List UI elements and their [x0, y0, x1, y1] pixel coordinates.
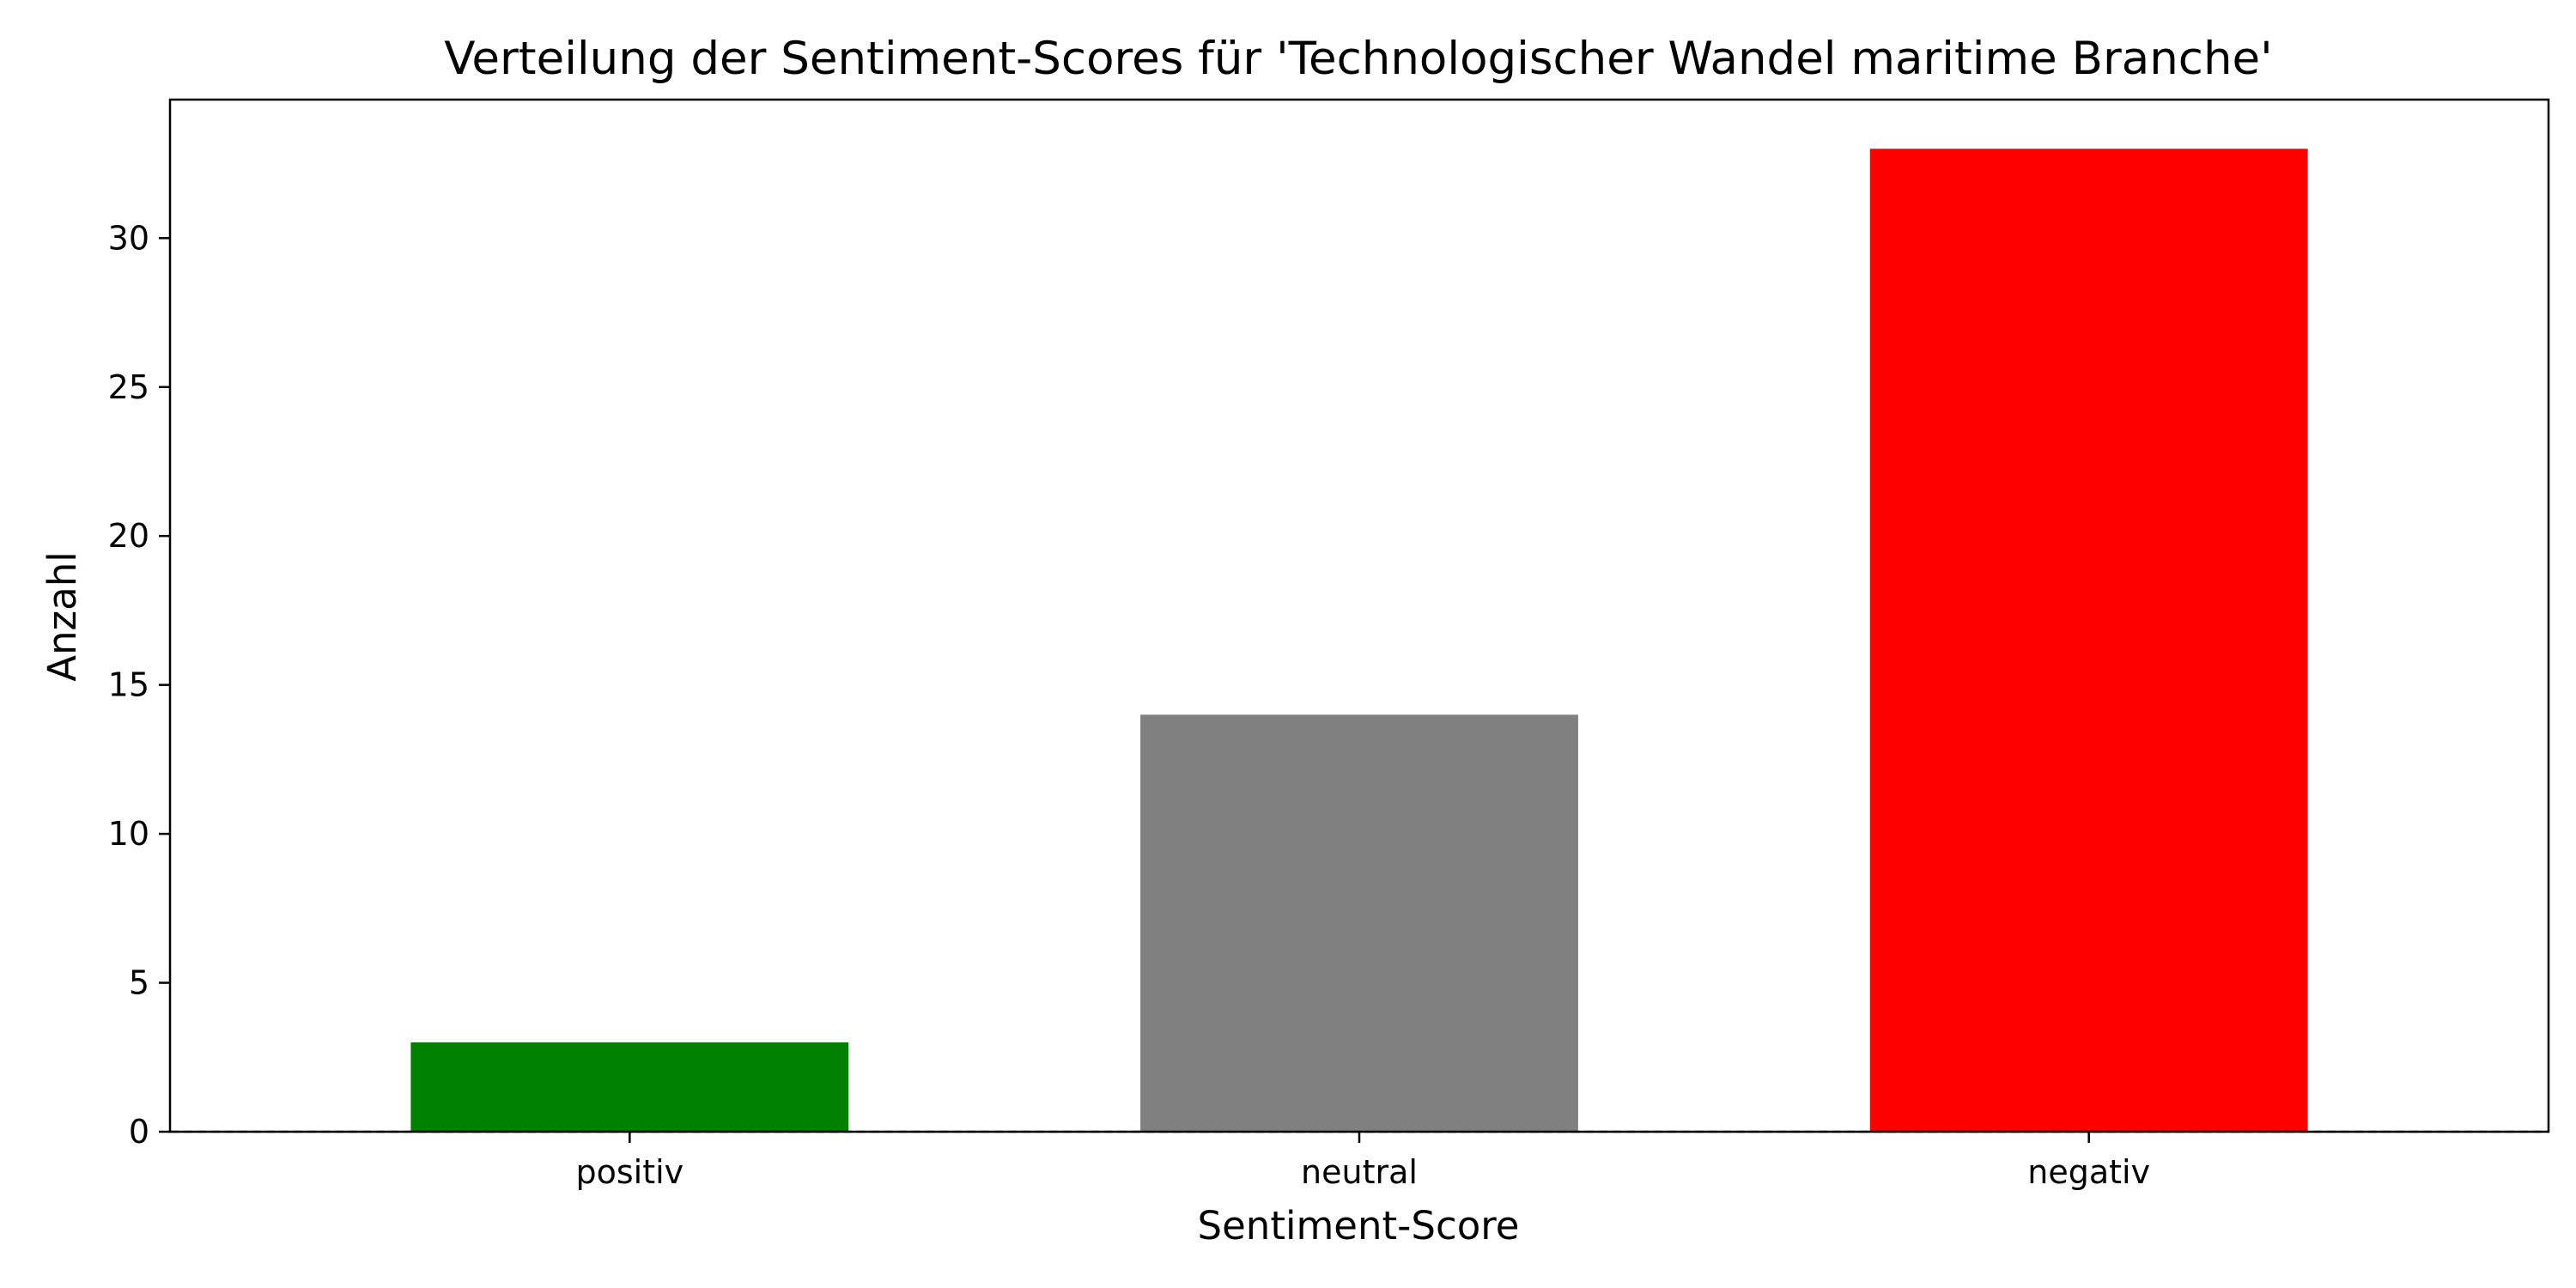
chart-title: Verteilung der Sentiment-Scores für 'Tec…	[444, 33, 2272, 85]
y-tick-label: 5	[129, 964, 149, 1002]
y-tick-label: 30	[108, 219, 149, 257]
bars-group	[410, 149, 2308, 1133]
bar-positiv	[410, 1042, 849, 1132]
y-tick-label: 25	[108, 368, 149, 406]
y-tick-label: 10	[108, 815, 149, 853]
x-axis-ticks: positiv neutral negativ	[575, 1132, 2150, 1191]
y-tick-label: 0	[129, 1113, 149, 1151]
x-tick-label-positiv: positiv	[575, 1153, 683, 1191]
x-tick-label-negativ: negativ	[2027, 1153, 2150, 1191]
bar-neutral	[1140, 714, 1578, 1132]
y-tick-label: 15	[108, 666, 149, 704]
x-tick-label-neutral: neutral	[1301, 1153, 1418, 1191]
y-axis-label: Anzahl	[39, 551, 85, 682]
bar-negativ	[1869, 149, 2308, 1133]
y-axis-ticks: 0 5 10 15 20 25 30	[108, 219, 170, 1151]
y-tick-label: 20	[108, 517, 149, 555]
x-axis-label: Sentiment-Score	[1198, 1203, 1520, 1249]
